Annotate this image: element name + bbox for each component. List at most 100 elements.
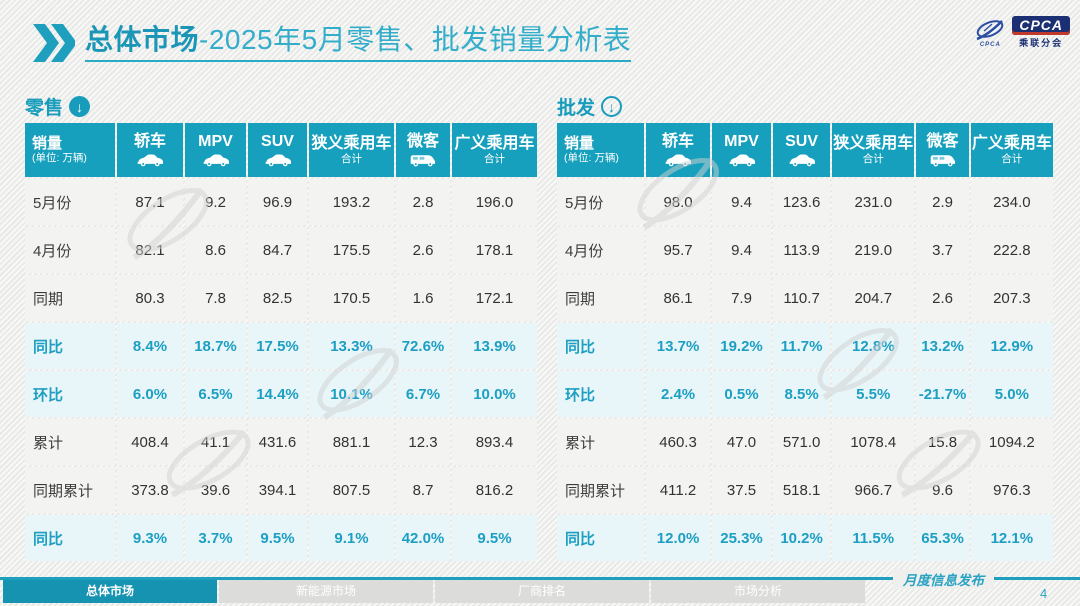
car-icon xyxy=(117,154,183,167)
column-sublabel: 合计 xyxy=(484,152,505,165)
row-label: 4月份 xyxy=(557,227,645,273)
cell-value: 10.0% xyxy=(452,371,537,417)
column-sublabel: 合计 xyxy=(862,152,884,165)
down-arrow-ring-icon: ↓ xyxy=(601,96,623,117)
cell-value: 3.7% xyxy=(185,515,246,561)
column-header-sales: 销量 (单位: 万辆) xyxy=(557,123,645,177)
cell-value: 18.7% xyxy=(185,323,246,369)
table-row: 4月份 95.7 9.4 113.9 219.0 3.7 222.8 xyxy=(557,227,1053,273)
row-label: 同比 xyxy=(557,515,645,561)
cell-value: 881.1 xyxy=(309,419,394,465)
cell-value: 1078.4 xyxy=(832,419,915,465)
car-icon xyxy=(712,154,771,167)
cell-value: 41.1 xyxy=(185,419,246,465)
cell-value: 807.5 xyxy=(309,467,394,513)
cell-value: 966.7 xyxy=(832,467,915,513)
column-header-suv: SUV xyxy=(773,123,831,177)
column-label: SUV xyxy=(261,133,294,151)
column-label: 广义乘用车 xyxy=(454,134,535,152)
column-header-mpv: MPV xyxy=(185,123,246,177)
down-arrow-circle-icon: ↓ xyxy=(69,96,91,117)
cell-value: 12.8% xyxy=(832,323,915,369)
column-label: 广义乘用车 xyxy=(971,134,1052,152)
page-title-rest: -2025年5月零售、批发销量分析表 xyxy=(199,24,632,55)
cell-value: 204.7 xyxy=(832,275,915,321)
cell-value: 96.9 xyxy=(248,179,307,225)
wholesale-section-label: 批发 ↓ xyxy=(557,93,623,120)
tab-overall-market[interactable]: 总体市场 xyxy=(3,580,217,603)
cell-value: 19.2% xyxy=(711,323,772,369)
cpca-swoosh-icon: CPCA xyxy=(972,18,1008,48)
column-header-mpv: MPV xyxy=(711,123,772,177)
cell-value: 231.0 xyxy=(832,179,915,225)
logo-cpca-text: CPCA xyxy=(1012,16,1070,35)
cell-value: 408.4 xyxy=(117,419,183,465)
publication-label: 月度信息发布 xyxy=(893,569,994,589)
cell-value: 518.1 xyxy=(773,467,831,513)
table-row: 同期 86.1 7.9 110.7 204.7 2.6 207.3 xyxy=(557,275,1053,321)
cpca-logo: CPCA CPCA 乘联分会 xyxy=(972,16,1070,49)
tab-nev-market[interactable]: 新能源市场 xyxy=(219,580,433,603)
retail-header-row: 销量 (单位: 万辆) 轿车 MPV SUV 狭义乘用车 合计 微客 广义乘用车 合计 xyxy=(25,123,537,177)
cell-value: 172.1 xyxy=(452,275,537,321)
cell-value: 82.5 xyxy=(248,275,307,321)
cell-value: 8.6 xyxy=(185,227,246,273)
cell-value: 82.1 xyxy=(117,227,183,273)
cell-value: 2.8 xyxy=(396,179,450,225)
cell-value: 6.0% xyxy=(117,371,183,417)
car-icon xyxy=(248,154,307,167)
row-label: 同期累计 xyxy=(25,467,115,513)
cell-value: 87.1 xyxy=(117,179,183,225)
cell-value: 5.5% xyxy=(832,371,915,417)
page-title: 总体市场-2025年5月零售、批发销量分析表 xyxy=(85,22,632,62)
tab-oem-ranking[interactable]: 厂商排名 xyxy=(435,580,649,603)
table-row: 同比 8.4% 18.7% 17.5% 13.3% 72.6% 13.9% xyxy=(25,323,537,369)
cell-value: 222.8 xyxy=(970,227,1053,273)
cell-value: 2.6 xyxy=(916,275,969,321)
cell-value: 47.0 xyxy=(711,419,772,465)
cell-value: 65.3% xyxy=(916,515,969,561)
cell-value: 1094.2 xyxy=(970,419,1053,465)
row-label: 5月份 xyxy=(25,179,115,225)
page-number: 4 xyxy=(1040,586,1048,601)
column-sublabel: 合计 xyxy=(1001,152,1023,165)
car-icon xyxy=(646,154,710,167)
column-label: 狭义乘用车 xyxy=(311,134,392,152)
cell-value: 39.6 xyxy=(185,467,246,513)
column-label: 销量 xyxy=(32,135,63,153)
retail-section-label: 零售 ↓ xyxy=(25,93,91,120)
van-icon xyxy=(916,154,968,167)
cell-value: 37.5 xyxy=(711,467,772,513)
cell-value: 2.6 xyxy=(396,227,450,273)
cell-value: 113.9 xyxy=(773,227,831,273)
column-sublabel: (单位: 万辆) xyxy=(564,152,619,165)
cell-value: 460.3 xyxy=(646,419,710,465)
footer-divider xyxy=(0,577,1080,580)
cell-value: 893.4 xyxy=(452,419,537,465)
cell-value: 10.1% xyxy=(309,371,394,417)
tab-market-analysis[interactable]: 市场分析 xyxy=(651,580,865,603)
column-header-suv: SUV xyxy=(248,123,307,177)
cell-value: 816.2 xyxy=(452,467,537,513)
row-label: 环比 xyxy=(557,371,645,417)
table-row: 同比 13.7% 19.2% 11.7% 12.8% 13.2% 12.9% xyxy=(557,323,1053,369)
cell-value: 17.5% xyxy=(248,323,307,369)
cell-value: 12.3 xyxy=(396,419,450,465)
column-header-sales: 销量 (单位: 万辆) xyxy=(25,123,115,177)
logo-sub-text: 乘联分会 xyxy=(1019,38,1064,48)
cell-value: 394.1 xyxy=(248,467,307,513)
cell-value: 234.0 xyxy=(970,179,1053,225)
cell-value: 193.2 xyxy=(309,179,394,225)
table-row: 同比 12.0% 25.3% 10.2% 11.5% 65.3% 12.1% xyxy=(557,515,1053,561)
cell-value: 123.6 xyxy=(773,179,831,225)
cell-value: 98.0 xyxy=(646,179,710,225)
car-icon xyxy=(185,154,246,167)
cell-value: 9.4 xyxy=(711,227,772,273)
row-label: 累计 xyxy=(25,419,115,465)
cell-value: 3.7 xyxy=(916,227,969,273)
row-label: 5月份 xyxy=(557,179,645,225)
row-label: 同比 xyxy=(25,323,115,369)
wholesale-section-title: 批发 xyxy=(557,98,596,119)
cell-value: 9.5% xyxy=(452,515,537,561)
cell-value: 12.0% xyxy=(646,515,710,561)
